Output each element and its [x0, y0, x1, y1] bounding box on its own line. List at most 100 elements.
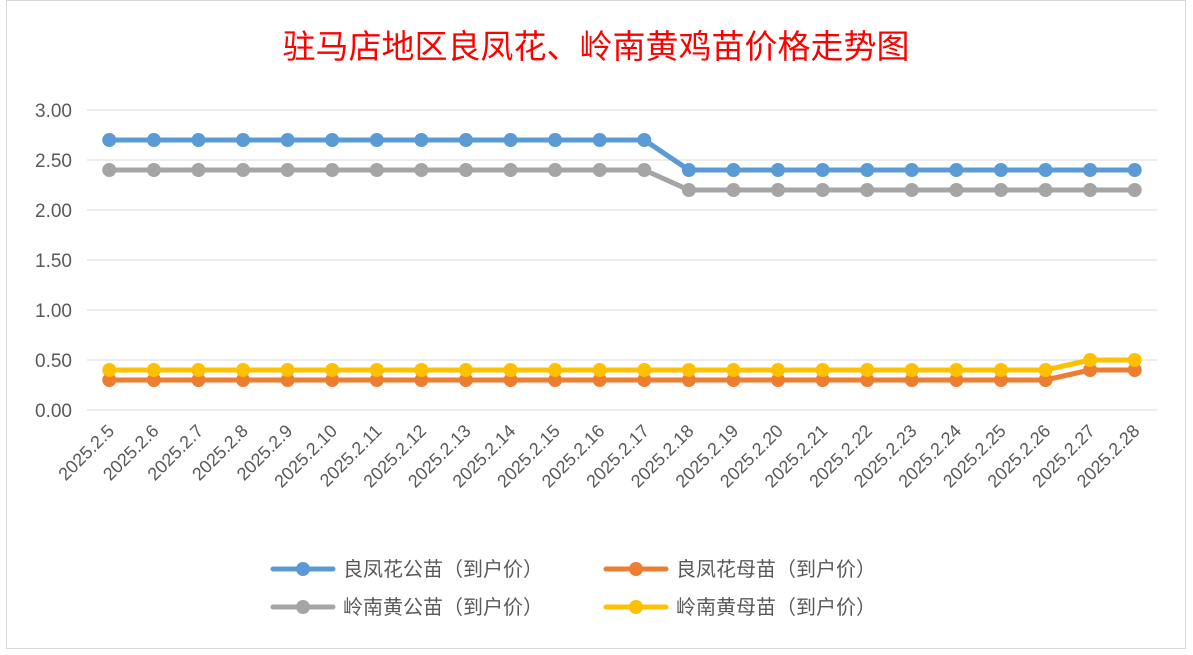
- data-point: [904, 363, 919, 377]
- data-point: [592, 363, 607, 377]
- data-point: [815, 373, 830, 387]
- data-point: [904, 183, 919, 197]
- data-point: [548, 373, 563, 387]
- data-point: [904, 163, 919, 177]
- data-point: [726, 183, 741, 197]
- data-point: [681, 373, 696, 387]
- series-line: [106, 357, 1138, 373]
- data-point: [1127, 163, 1142, 177]
- data-point: [771, 183, 786, 197]
- legend-label: 良凤花公苗（到户价）: [343, 557, 543, 581]
- data-point: [771, 373, 786, 387]
- data-point: [102, 373, 117, 387]
- data-point: [726, 163, 741, 177]
- data-point: [325, 373, 340, 387]
- series-lines: [102, 133, 1142, 387]
- data-point: [1127, 353, 1142, 367]
- y-tick-label: 3.00: [35, 101, 72, 122]
- legend-swatch-marker: [296, 600, 310, 614]
- data-point: [236, 363, 251, 377]
- data-point: [1038, 183, 1053, 197]
- data-point: [325, 363, 340, 377]
- y-tick-label: 2.50: [35, 151, 72, 172]
- data-point: [637, 133, 652, 147]
- data-point: [325, 133, 340, 147]
- data-point: [236, 133, 251, 147]
- data-point: [592, 163, 607, 177]
- data-point: [369, 363, 384, 377]
- data-point: [458, 133, 473, 147]
- y-tick-label: 0.00: [35, 401, 72, 422]
- data-point: [548, 163, 563, 177]
- data-point: [236, 163, 251, 177]
- data-point: [102, 363, 117, 377]
- data-point: [726, 363, 741, 377]
- series-2: [102, 163, 1142, 197]
- data-point: [102, 133, 117, 147]
- series-3: [102, 353, 1142, 377]
- data-point: [458, 373, 473, 387]
- data-point: [1038, 363, 1053, 377]
- data-point: [726, 373, 741, 387]
- data-point: [993, 183, 1008, 197]
- data-point: [592, 373, 607, 387]
- data-point: [1083, 353, 1098, 367]
- legend-item: 良凤花母苗（到户价）: [603, 557, 876, 581]
- data-point: [280, 133, 295, 147]
- y-axis-ticks: 0.00 0.50 1.00 1.50 2.00 2.50 3.00: [35, 101, 72, 422]
- data-point: [414, 163, 429, 177]
- data-point: [681, 183, 696, 197]
- y-tick-label: 0.50: [35, 351, 72, 372]
- data-point: [325, 163, 340, 177]
- data-point: [414, 133, 429, 147]
- data-point: [146, 133, 161, 147]
- data-point: [815, 363, 830, 377]
- data-point: [369, 373, 384, 387]
- data-point: [458, 163, 473, 177]
- data-point: [637, 163, 652, 177]
- data-point: [414, 363, 429, 377]
- data-point: [503, 363, 518, 377]
- data-point: [993, 363, 1008, 377]
- data-point: [369, 133, 384, 147]
- data-point: [771, 363, 786, 377]
- data-point: [458, 363, 473, 377]
- data-point: [860, 183, 875, 197]
- legend-item: 良凤花公苗（到户价）: [270, 557, 543, 581]
- data-point: [637, 373, 652, 387]
- data-point: [503, 373, 518, 387]
- y-tick-label: 2.00: [35, 201, 72, 222]
- data-point: [191, 163, 206, 177]
- data-point: [815, 183, 830, 197]
- data-point: [1127, 183, 1142, 197]
- data-point: [191, 373, 206, 387]
- data-point: [1038, 163, 1053, 177]
- data-point: [236, 373, 251, 387]
- legend-swatch-marker: [296, 562, 310, 576]
- legend-item: 岭南黄公苗（到户价）: [270, 595, 543, 619]
- data-point: [503, 163, 518, 177]
- data-point: [949, 183, 964, 197]
- y-tick-label: 1.50: [35, 251, 72, 272]
- data-point: [904, 373, 919, 387]
- series-line: [106, 367, 1138, 383]
- data-point: [102, 163, 117, 177]
- series-line: [106, 137, 1138, 173]
- data-point: [369, 163, 384, 177]
- legend-swatch-marker: [629, 562, 643, 576]
- legend-item: 岭南黄母苗（到户价）: [603, 595, 876, 619]
- chart-title: 驻马店地区良凤花、岭南黄鸡苗价格走势图: [283, 27, 910, 66]
- legend: 良凤花公苗（到户价） 良凤花母苗（到户价） 岭南黄公苗（到户价） 岭南黄母苗（到户价）: [270, 557, 876, 619]
- data-point: [637, 363, 652, 377]
- data-point: [815, 163, 830, 177]
- data-point: [146, 163, 161, 177]
- data-point: [280, 373, 295, 387]
- gridlines: [87, 109, 1157, 411]
- series-1: [102, 363, 1142, 387]
- data-point: [1083, 163, 1098, 177]
- data-point: [949, 163, 964, 177]
- data-point: [681, 163, 696, 177]
- data-point: [993, 163, 1008, 177]
- series-line: [106, 167, 1138, 193]
